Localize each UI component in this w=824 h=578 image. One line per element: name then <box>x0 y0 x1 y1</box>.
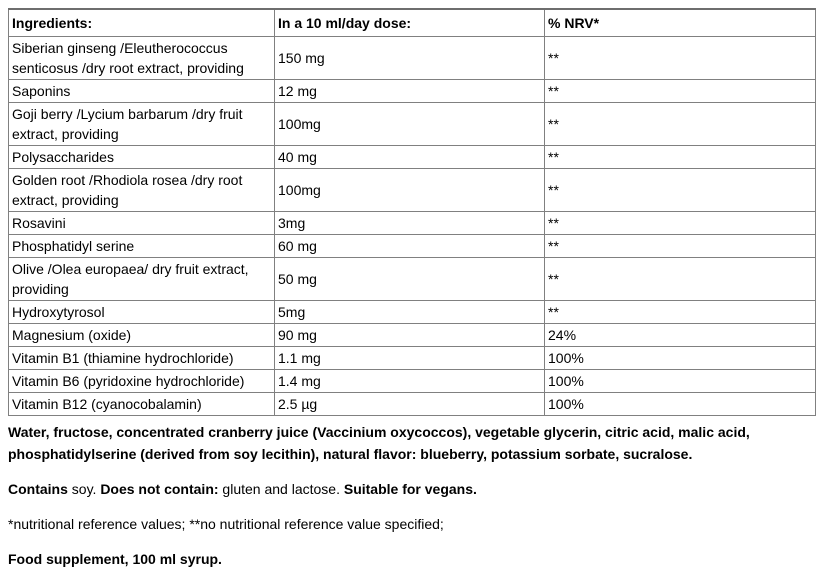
nrv-cell: ** <box>544 300 816 324</box>
table-row: Phosphatidyl serine 60 mg ** <box>8 234 816 258</box>
nrv-cell: 24% <box>544 323 816 347</box>
ingredient-cell: Magnesium (oxide) <box>8 323 275 347</box>
table-row: Magnesium (oxide) 90 mg 24% <box>8 323 816 347</box>
dose-cell: 5mg <box>274 300 545 324</box>
dose-cell: 1.4 mg <box>274 369 545 393</box>
nrv-footnote-text: *nutritional reference values; **no nutr… <box>8 516 444 532</box>
product-type-text: Food supplement, 100 ml syrup. <box>8 551 222 567</box>
ingredient-cell: Vitamin B6 (pyridoxine hydrochloride) <box>8 369 275 393</box>
ingredient-cell: Polysaccharides <box>8 145 275 169</box>
ingredient-cell: Olive /Olea europaea/ dry fruit extract,… <box>8 257 275 301</box>
ingredient-cell: Vitamin B12 (cyanocobalamin) <box>8 392 275 416</box>
table-row: Vitamin B6 (pyridoxine hydrochloride) 1.… <box>8 369 816 393</box>
dose-cell: 50 mg <box>274 257 545 301</box>
ingredient-cell: Phosphatidyl serine <box>8 234 275 258</box>
ingredient-cell: Siberian ginseng /Eleutherococcus sentic… <box>8 36 275 80</box>
does-not-contain-label: Does not contain: <box>100 481 219 497</box>
nrv-cell: ** <box>544 79 816 103</box>
column-header-nrv: % NRV* <box>544 8 816 37</box>
allergen-info-text: Contains soy. Does not contain: gluten a… <box>8 478 816 500</box>
ingredient-cell: Saponins <box>8 79 275 103</box>
other-ingredients-text: Water, fructose, concentrated cranberry … <box>8 424 750 462</box>
nrv-cell: 100% <box>544 346 816 370</box>
nrv-cell: ** <box>544 102 816 146</box>
table-row: Siberian ginseng /Eleutherococcus sentic… <box>8 36 816 80</box>
ingredient-cell: Goji berry /Lycium barbarum /dry fruit e… <box>8 102 275 146</box>
ingredients-table-body: Siberian ginseng /Eleutherococcus sentic… <box>8 36 816 416</box>
nrv-cell: 100% <box>544 369 816 393</box>
ingredient-cell: Hydroxytyrosol <box>8 300 275 324</box>
ingredient-cell: Golden root /Rhodiola rosea /dry root ex… <box>8 168 275 212</box>
table-row: Hydroxytyrosol 5mg ** <box>8 300 816 324</box>
ingredient-cell: Rosavini <box>8 211 275 235</box>
dose-cell: 3mg <box>274 211 545 235</box>
table-row: Goji berry /Lycium barbarum /dry fruit e… <box>8 102 816 146</box>
table-row: Saponins 12 mg ** <box>8 79 816 103</box>
nrv-cell: ** <box>544 168 816 212</box>
column-header-ingredients: Ingredients: <box>8 8 275 37</box>
dose-cell: 100mg <box>274 102 545 146</box>
contains-value: soy. <box>67 481 101 497</box>
table-row: Vitamin B12 (cyanocobalamin) 2.5 µg 100% <box>8 392 816 416</box>
table-row: Polysaccharides 40 mg ** <box>8 145 816 169</box>
table-row: Rosavini 3mg ** <box>8 211 816 235</box>
nrv-cell: ** <box>544 257 816 301</box>
does-not-contain-value: gluten and lactose. <box>218 481 344 497</box>
table-row: Golden root /Rhodiola rosea /dry root ex… <box>8 168 816 212</box>
dose-cell: 100mg <box>274 168 545 212</box>
ingredients-table: Ingredients: In a 10 ml/day dose: % NRV*… <box>8 8 816 416</box>
ingredient-cell: Vitamin B1 (thiamine hydrochloride) <box>8 346 275 370</box>
nrv-cell: 100% <box>544 392 816 416</box>
dose-cell: 150 mg <box>274 36 545 80</box>
contains-label: Contains <box>8 481 68 497</box>
vegan-label: Suitable for vegans. <box>343 481 477 497</box>
dose-cell: 60 mg <box>274 234 545 258</box>
table-row: Vitamin B1 (thiamine hydrochloride) 1.1 … <box>8 346 816 370</box>
dose-cell: 12 mg <box>274 79 545 103</box>
dose-cell: 40 mg <box>274 145 545 169</box>
header-row: Ingredients: In a 10 ml/day dose: % NRV* <box>8 8 816 37</box>
column-header-dose: In a 10 ml/day dose: <box>274 8 545 37</box>
dose-cell: 2.5 µg <box>274 392 545 416</box>
nrv-cell: ** <box>544 145 816 169</box>
dose-cell: 1.1 mg <box>274 346 545 370</box>
dose-cell: 90 mg <box>274 323 545 347</box>
nrv-cell: ** <box>544 36 816 80</box>
table-row: Olive /Olea europaea/ dry fruit extract,… <box>8 257 816 301</box>
nrv-cell: ** <box>544 234 816 258</box>
nrv-cell: ** <box>544 211 816 235</box>
